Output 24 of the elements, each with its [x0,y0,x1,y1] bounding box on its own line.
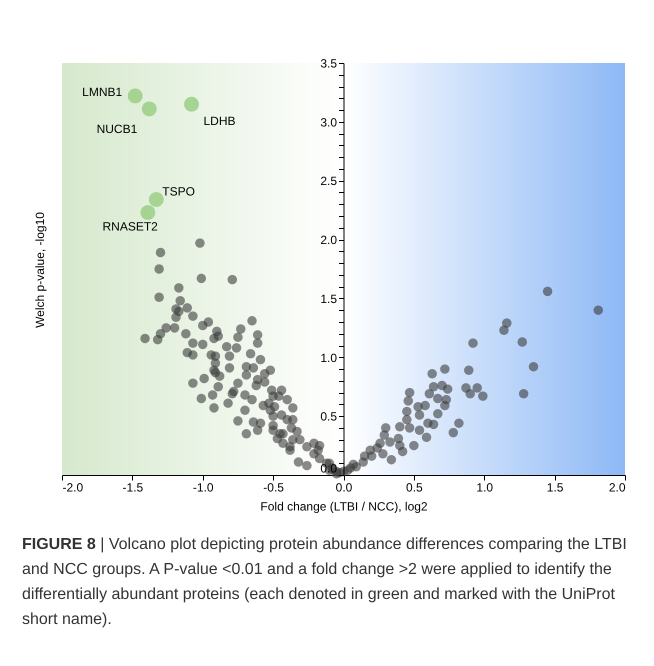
y-tick-label: 1.5 [320,292,338,306]
annotation: LMNB1 [82,84,123,99]
y-tick-label: 0.5 [320,410,338,424]
x-tick-label: 0.0 [336,480,353,494]
y-tick-label: 3.0 [320,115,338,130]
x-tick-label: -2.0 [62,480,84,494]
x-tick-label: 2.0 [608,480,626,494]
caption: FIGURE 8 | Volcano plot depicting protein abundance differences comparing the LTBI and NCC groups. A P-value <0.01 and a fold change >2 were applied to identify the differentially abundant proteins (each denoted in green and marked with the UniProt short name). [22,535,628,630]
x-tick-label: 0.5 [406,480,424,494]
annotation: LDHB [203,114,236,128]
y-tick-label: 2.5 [320,174,338,188]
annotation: RNASET2 [102,219,158,234]
x-tick-label: -0.5 [263,480,284,494]
y-tick-label: 3.5 [320,56,338,70]
annotation: TSPO [162,184,195,199]
x-tick-label: 1.5 [546,480,564,494]
x-tick-label: 1.0 [476,480,494,494]
x-tick-label: -1.5 [122,480,144,494]
y-axis-title: Welch p-value, -log10 [33,212,47,328]
annotation: NUCB1 [96,122,138,136]
x-axis-title: Fold change (LTBI / NCC), log2 [260,500,428,514]
y-tick-label: 2.0 [320,233,338,248]
y-tick-label: 1.0 [320,350,338,365]
x-tick-label: -1.0 [192,480,214,494]
